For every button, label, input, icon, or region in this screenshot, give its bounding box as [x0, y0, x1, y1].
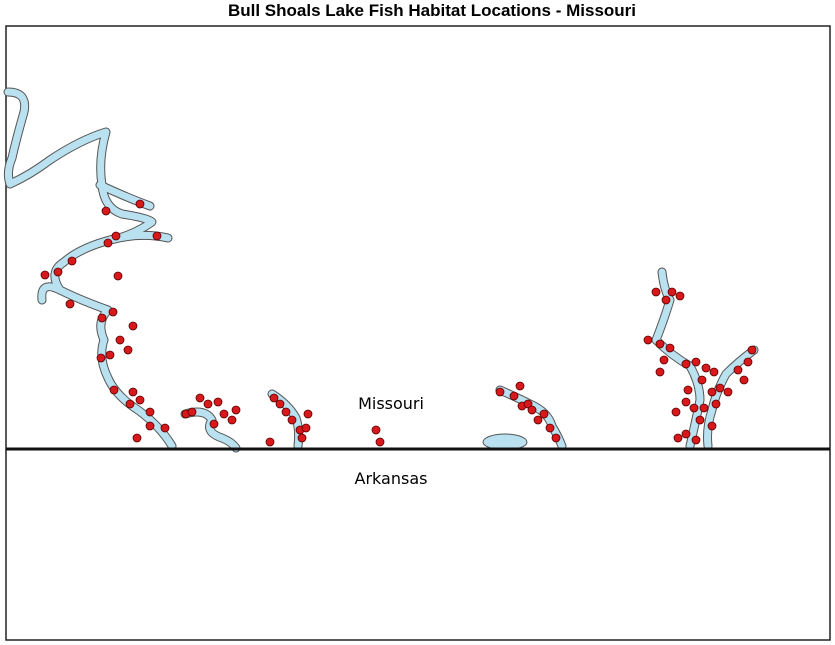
habitat-site	[691, 357, 701, 367]
habitat-site	[675, 291, 685, 301]
habitat-site	[743, 357, 753, 367]
habitat-site	[509, 391, 519, 401]
habitat-site	[231, 405, 241, 415]
habitat-site	[128, 321, 138, 331]
habitat-site	[681, 359, 691, 369]
lake-arm	[4, 88, 176, 450]
habitat-site	[297, 433, 307, 443]
habitat-site	[195, 393, 205, 403]
habitat-site	[689, 403, 699, 413]
habitat-sites	[40, 199, 757, 447]
habitat-site	[515, 381, 525, 391]
lake-arm	[181, 408, 240, 452]
map-title: Bull Shoals Lake Fish Habitat Locations …	[228, 1, 636, 20]
habitat-site	[287, 415, 297, 425]
habitat-site	[715, 383, 725, 393]
habitat-site	[128, 387, 138, 397]
habitat-site	[145, 407, 155, 417]
habitat-site	[655, 367, 665, 377]
habitat-site	[53, 267, 63, 277]
habitat-site	[209, 419, 219, 429]
habitat-site	[96, 353, 106, 363]
habitat-site	[227, 415, 237, 425]
habitat-site	[145, 421, 155, 431]
habitat-site	[101, 206, 111, 216]
habitat-site	[123, 345, 133, 355]
habitat-site	[303, 409, 313, 419]
habitat-site	[533, 415, 543, 425]
lake-arm	[96, 181, 154, 210]
habitat-site	[551, 433, 561, 443]
habitat-site	[655, 339, 665, 349]
habitat-site	[160, 423, 170, 433]
habitat-site	[683, 385, 693, 395]
habitat-site	[659, 355, 669, 365]
habitat-site	[65, 299, 75, 309]
habitat-site	[371, 425, 381, 435]
habitat-site	[665, 343, 675, 353]
habitat-site	[667, 287, 677, 297]
habitat-site	[187, 407, 197, 417]
habitat-site	[132, 433, 142, 443]
habitat-site	[269, 393, 279, 403]
habitat-site	[527, 405, 537, 415]
state-label: Missouri	[358, 394, 424, 413]
lake-arm	[704, 346, 758, 450]
habitat-site	[115, 335, 125, 345]
habitat-site	[301, 423, 311, 433]
habitat-site	[723, 387, 733, 397]
habitat-site	[747, 345, 757, 355]
habitat-site	[739, 375, 749, 385]
lake-arm	[38, 283, 64, 304]
habitat-site	[97, 313, 107, 323]
habitat-site	[113, 271, 123, 281]
state-label: Arkansas	[355, 469, 428, 488]
habitat-site	[651, 287, 661, 297]
habitat-site	[135, 199, 145, 209]
habitat-site	[213, 397, 223, 407]
habitat-site	[135, 395, 145, 405]
habitat-site	[701, 363, 711, 373]
habitat-site	[40, 270, 50, 280]
habitat-site	[681, 397, 691, 407]
habitat-site	[707, 421, 717, 431]
habitat-site	[281, 407, 291, 417]
habitat-site	[203, 399, 213, 409]
habitat-site	[152, 231, 162, 241]
habitat-site	[375, 437, 385, 447]
habitat-site	[711, 399, 721, 409]
habitat-site	[103, 238, 113, 248]
habitat-site	[275, 399, 285, 409]
habitat-site	[111, 231, 121, 241]
habitat-site	[697, 375, 707, 385]
habitat-site	[125, 399, 135, 409]
habitat-site	[67, 256, 77, 266]
habitat-site	[105, 350, 115, 360]
habitat-site	[495, 387, 505, 397]
habitat-site	[661, 295, 671, 305]
habitat-site	[695, 415, 705, 425]
habitat-site	[733, 365, 743, 375]
habitat-site	[699, 403, 709, 413]
habitat-site	[539, 409, 549, 419]
habitat-site	[109, 385, 119, 395]
habitat-site	[709, 367, 719, 377]
habitat-site	[643, 335, 653, 345]
habitat-site	[108, 307, 118, 317]
habitat-site	[681, 429, 691, 439]
habitat-site	[671, 407, 681, 417]
habitat-site	[691, 435, 701, 445]
habitat-site	[673, 433, 683, 443]
habitat-site	[707, 387, 717, 397]
habitat-site	[265, 437, 275, 447]
habitat-site	[523, 399, 533, 409]
map-frame	[5, 25, 831, 641]
habitat-site	[219, 409, 229, 419]
habitat-site	[545, 423, 555, 433]
